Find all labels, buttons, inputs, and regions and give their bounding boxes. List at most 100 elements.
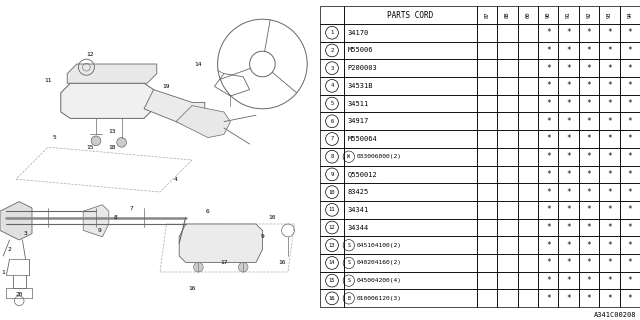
- Text: 3: 3: [24, 231, 28, 236]
- Text: *: *: [566, 259, 571, 268]
- Bar: [538, 77, 558, 95]
- Bar: [518, 42, 538, 59]
- Text: *: *: [546, 64, 550, 73]
- Text: 15: 15: [329, 278, 335, 283]
- Text: S: S: [348, 243, 350, 248]
- Text: 34344: 34344: [348, 225, 369, 230]
- Bar: [599, 24, 620, 42]
- Bar: [620, 219, 640, 236]
- Text: *: *: [627, 294, 632, 303]
- Text: *: *: [607, 152, 612, 161]
- Bar: [518, 219, 538, 236]
- Bar: [477, 201, 497, 219]
- Bar: [477, 236, 497, 254]
- Text: *: *: [587, 294, 591, 303]
- Bar: [579, 290, 599, 307]
- Polygon shape: [176, 106, 230, 138]
- Bar: [579, 77, 599, 95]
- Bar: [558, 148, 579, 165]
- Bar: [579, 59, 599, 77]
- Text: *: *: [607, 134, 612, 143]
- Bar: [344, 42, 477, 59]
- Bar: [497, 183, 518, 201]
- Bar: [320, 183, 344, 201]
- Bar: [599, 201, 620, 219]
- Bar: [320, 254, 344, 272]
- Bar: [320, 130, 344, 148]
- Bar: [620, 112, 640, 130]
- Text: *: *: [566, 99, 571, 108]
- Bar: [344, 272, 477, 290]
- Text: 11: 11: [44, 77, 52, 83]
- Bar: [344, 290, 477, 307]
- Text: *: *: [627, 152, 632, 161]
- Bar: [497, 24, 518, 42]
- Text: *: *: [587, 152, 591, 161]
- Bar: [579, 236, 599, 254]
- Bar: [320, 6, 344, 24]
- Bar: [497, 254, 518, 272]
- Text: *: *: [546, 170, 550, 179]
- Text: *: *: [587, 99, 591, 108]
- Text: 90: 90: [546, 12, 550, 18]
- Bar: [497, 272, 518, 290]
- Bar: [599, 236, 620, 254]
- Bar: [344, 254, 477, 272]
- Bar: [620, 183, 640, 201]
- Text: 13: 13: [329, 243, 335, 248]
- Bar: [477, 148, 497, 165]
- Bar: [599, 6, 620, 24]
- Text: 91: 91: [566, 12, 571, 18]
- Text: 8: 8: [330, 154, 333, 159]
- Text: 18: 18: [108, 145, 116, 150]
- Text: 9: 9: [97, 228, 101, 233]
- Bar: [477, 42, 497, 59]
- Text: *: *: [566, 28, 571, 37]
- Bar: [320, 201, 344, 219]
- Text: *: *: [627, 170, 632, 179]
- Bar: [558, 112, 579, 130]
- Text: 20: 20: [15, 292, 23, 297]
- Bar: [497, 6, 518, 24]
- Bar: [344, 201, 477, 219]
- Bar: [538, 95, 558, 112]
- Text: *: *: [546, 152, 550, 161]
- Bar: [558, 130, 579, 148]
- Text: 16: 16: [188, 285, 196, 291]
- Bar: [344, 95, 477, 112]
- Text: *: *: [627, 259, 632, 268]
- Bar: [599, 148, 620, 165]
- Text: 11: 11: [329, 207, 335, 212]
- Bar: [344, 6, 477, 24]
- Bar: [497, 59, 518, 77]
- Text: *: *: [566, 81, 571, 90]
- Text: 13: 13: [108, 129, 116, 134]
- Text: 16: 16: [329, 296, 335, 301]
- Bar: [599, 165, 620, 183]
- Polygon shape: [0, 202, 32, 240]
- Text: *: *: [546, 259, 550, 268]
- Bar: [599, 272, 620, 290]
- Bar: [599, 290, 620, 307]
- Text: *: *: [546, 46, 550, 55]
- Text: *: *: [566, 276, 571, 285]
- Text: *: *: [607, 259, 612, 268]
- Text: S: S: [348, 260, 350, 265]
- Bar: [320, 112, 344, 130]
- Text: *: *: [566, 64, 571, 73]
- Text: *: *: [587, 170, 591, 179]
- Bar: [497, 148, 518, 165]
- Text: 34170: 34170: [348, 30, 369, 36]
- Text: *: *: [546, 99, 550, 108]
- Text: B: B: [348, 296, 350, 301]
- Bar: [599, 112, 620, 130]
- Text: *: *: [607, 294, 612, 303]
- Text: *: *: [607, 81, 612, 90]
- Text: 1: 1: [1, 269, 5, 275]
- Text: *: *: [566, 241, 571, 250]
- Text: *: *: [546, 205, 550, 214]
- Bar: [344, 59, 477, 77]
- Text: *: *: [627, 241, 632, 250]
- Text: 92: 92: [586, 12, 591, 18]
- Text: *: *: [627, 99, 632, 108]
